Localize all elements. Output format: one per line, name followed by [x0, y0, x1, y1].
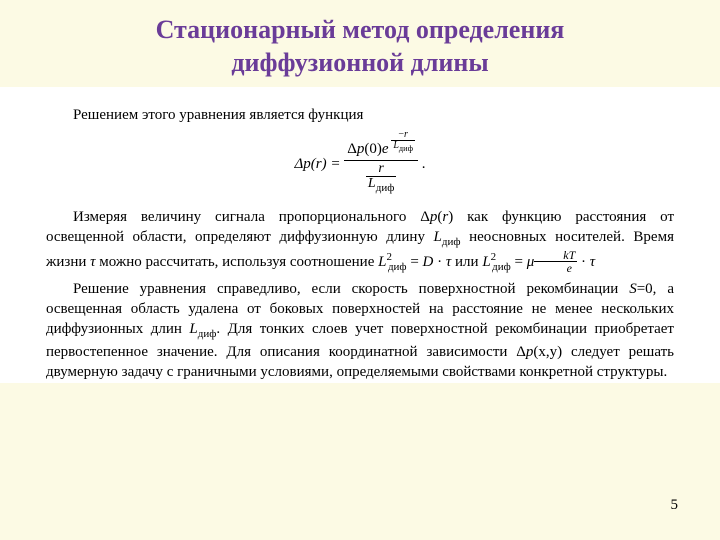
- formula-numerator: Δp(0)e −r Lдиф: [344, 133, 418, 159]
- paragraph-conditions: Решение уравнения справедливо, если скор…: [46, 279, 674, 383]
- sym-S0: S: [629, 281, 637, 297]
- sym-Ldif-1: L: [434, 229, 442, 245]
- formula-denominator: r Lдиф: [344, 160, 418, 197]
- paragraph-measure: Измеряя величину сигнала пропорционально…: [46, 207, 674, 275]
- page-number: 5: [671, 497, 679, 514]
- formula-period: .: [422, 156, 426, 172]
- eq-L2-Dtau: L2диф = D · τ: [378, 254, 451, 270]
- formula-outer-fraction: Δp(0)e −r Lдиф r Lдиф: [344, 133, 418, 196]
- main-formula: Δp(r) = Δp(0)e −r Lдиф r Lдиф: [46, 133, 674, 196]
- formula-lhs: Δp(r) =: [294, 156, 344, 172]
- sym-pxy: p: [526, 344, 534, 360]
- title-line1: Стационарный метод определения: [156, 15, 565, 44]
- sym-Ldif-2: L: [189, 321, 197, 337]
- slide: Стационарный метод определения диффузион…: [0, 0, 720, 540]
- paragraph-intro: Решением этого уравнения является функци…: [46, 105, 674, 125]
- slide-body: Решением этого уравнения является функци…: [0, 87, 720, 383]
- eq-L2-mukTtau: L2диф = μkTe · τ: [482, 254, 595, 270]
- title-line2: диффузионной длины: [231, 48, 488, 77]
- slide-title: Стационарный метод определения диффузион…: [0, 0, 720, 87]
- sym-delta-p-r: p: [430, 209, 438, 225]
